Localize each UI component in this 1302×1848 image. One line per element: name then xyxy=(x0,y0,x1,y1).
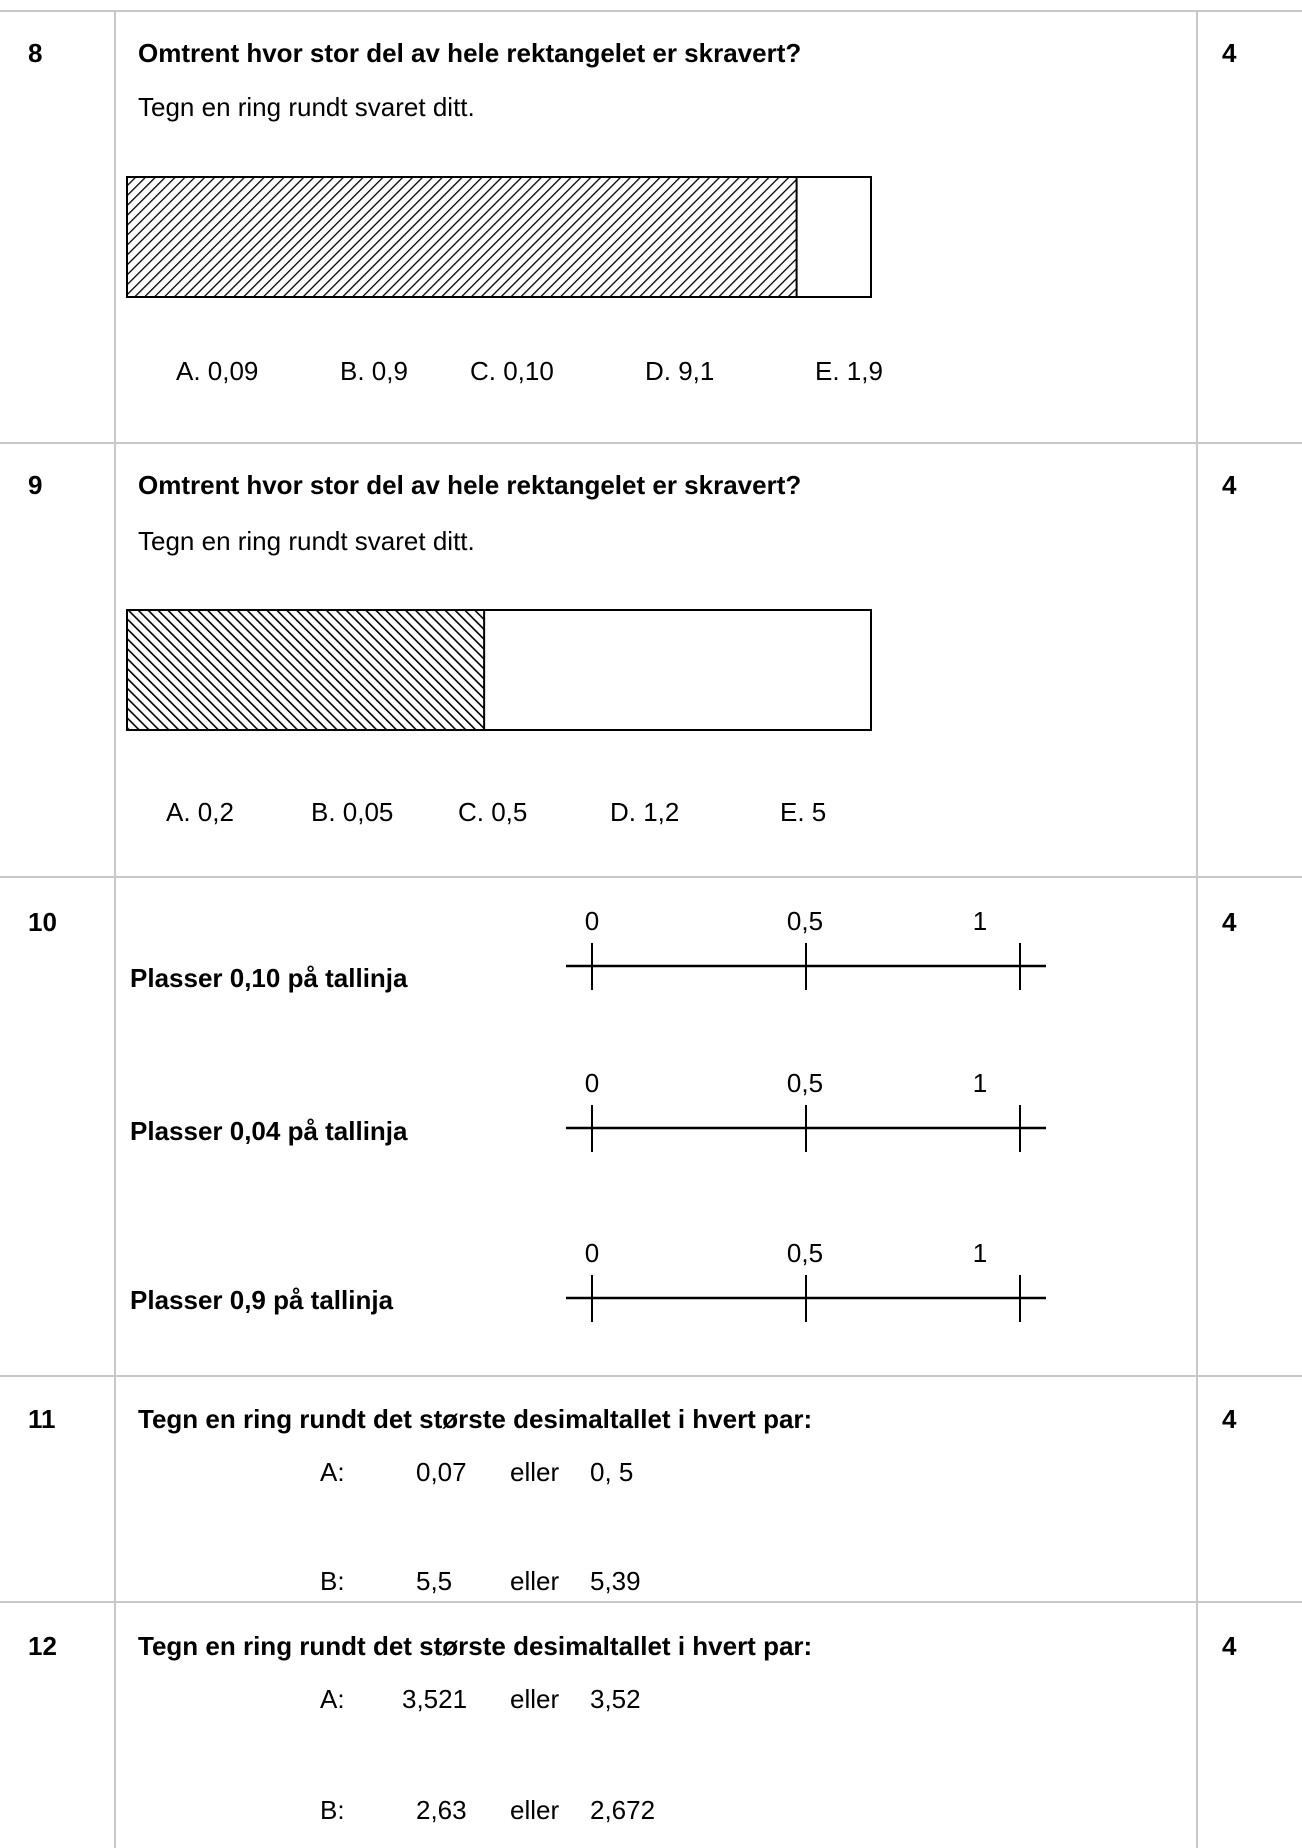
number-line[interactable]: 0 0,5 1 xyxy=(560,900,1060,1000)
tick-label-0: 0 xyxy=(585,1238,599,1268)
question-points: 4 xyxy=(1222,907,1237,937)
pair-second-number[interactable]: 0, 5 xyxy=(590,1457,634,1487)
question-title: Tegn en ring rundt det største desimalta… xyxy=(138,1404,813,1434)
column-divider-right xyxy=(1196,12,1198,1848)
pair-connector: eller xyxy=(510,1457,560,1487)
number-line[interactable]: 0 0,5 1 xyxy=(560,1062,1060,1162)
question-points: 4 xyxy=(1222,38,1237,68)
tick-label-1: 1 xyxy=(973,1068,987,1098)
shaded-part xyxy=(127,177,797,297)
question-instruction: Tegn en ring rundt svaret ditt. xyxy=(138,92,475,122)
pair-label: B: xyxy=(320,1795,345,1825)
question-points: 4 xyxy=(1222,1631,1237,1661)
pair-first-number[interactable]: 2,63 xyxy=(416,1795,467,1825)
tick-label-half: 0,5 xyxy=(787,1238,823,1268)
row-divider-11-12 xyxy=(0,1601,1302,1603)
number-line-task: Plasser 0,9 på tallinja xyxy=(130,1285,394,1315)
question-title: Tegn en ring rundt det største desimalta… xyxy=(138,1631,813,1661)
row-divider-8-9 xyxy=(0,442,1302,444)
shaded-rectangle xyxy=(126,609,872,731)
question-points: 4 xyxy=(1222,470,1237,500)
shaded-part xyxy=(127,610,485,730)
answer-option-c[interactable]: C. 0,5 xyxy=(458,797,528,827)
answer-option-a[interactable]: A. 0,2 xyxy=(166,797,234,827)
tick-label-half: 0,5 xyxy=(787,906,823,936)
tick-label-1: 1 xyxy=(973,906,987,936)
question-number: 11 xyxy=(28,1404,56,1434)
question-title: Omtrent hvor stor del av hele rektangele… xyxy=(138,470,802,500)
question-instruction: Tegn en ring rundt svaret ditt. xyxy=(138,526,475,556)
pair-first-number[interactable]: 0,07 xyxy=(416,1457,467,1487)
rectangle-outline xyxy=(126,176,872,298)
pair-label: A: xyxy=(320,1457,345,1487)
answer-option-e[interactable]: E. 5 xyxy=(780,797,827,827)
column-divider-left xyxy=(114,12,116,1848)
tick-label-0: 0 xyxy=(585,1068,599,1098)
pair-connector: eller xyxy=(510,1795,560,1825)
answer-option-d[interactable]: D. 9,1 xyxy=(645,356,715,386)
answer-option-b[interactable]: B. 0,9 xyxy=(340,356,408,386)
answer-option-a[interactable]: A. 0,09 xyxy=(176,356,259,386)
row-divider-9-10 xyxy=(0,876,1302,878)
pair-first-number[interactable]: 3,521 xyxy=(402,1684,468,1714)
pair-connector: eller xyxy=(510,1684,560,1714)
rectangle-outline xyxy=(126,609,872,731)
question-number: 9 xyxy=(28,470,43,500)
answer-option-b[interactable]: B. 0,05 xyxy=(311,797,394,827)
pair-second-number[interactable]: 5,39 xyxy=(590,1566,641,1596)
question-number: 10 xyxy=(28,907,57,937)
number-line[interactable]: 0 0,5 1 xyxy=(560,1232,1060,1332)
pair-connector: eller xyxy=(510,1566,560,1596)
pair-first-number[interactable]: 5,5 xyxy=(416,1566,453,1596)
shaded-rectangle xyxy=(126,176,872,298)
answer-option-d[interactable]: D. 1,2 xyxy=(610,797,680,827)
answer-option-e[interactable]: E. 1,9 xyxy=(815,356,883,386)
answer-option-c[interactable]: C. 0,10 xyxy=(470,356,554,386)
table-top-border xyxy=(0,10,1302,12)
tick-label-1: 1 xyxy=(973,1238,987,1268)
pair-label: B: xyxy=(320,1566,345,1596)
number-line-task: Plasser 0,04 på tallinja xyxy=(130,1116,408,1146)
pair-label: A: xyxy=(320,1684,345,1714)
pair-second-number[interactable]: 2,672 xyxy=(590,1795,656,1825)
pair-second-number[interactable]: 3,52 xyxy=(590,1684,641,1714)
question-points: 4 xyxy=(1222,1404,1237,1434)
row-divider-10-11 xyxy=(0,1375,1302,1377)
question-number: 12 xyxy=(28,1631,57,1661)
question-title: Omtrent hvor stor del av hele rektangele… xyxy=(138,38,802,68)
tick-label-half: 0,5 xyxy=(787,1068,823,1098)
number-line-task: Plasser 0,10 på tallinja xyxy=(130,963,408,993)
question-number: 8 xyxy=(28,38,43,68)
tick-label-0: 0 xyxy=(585,906,599,936)
